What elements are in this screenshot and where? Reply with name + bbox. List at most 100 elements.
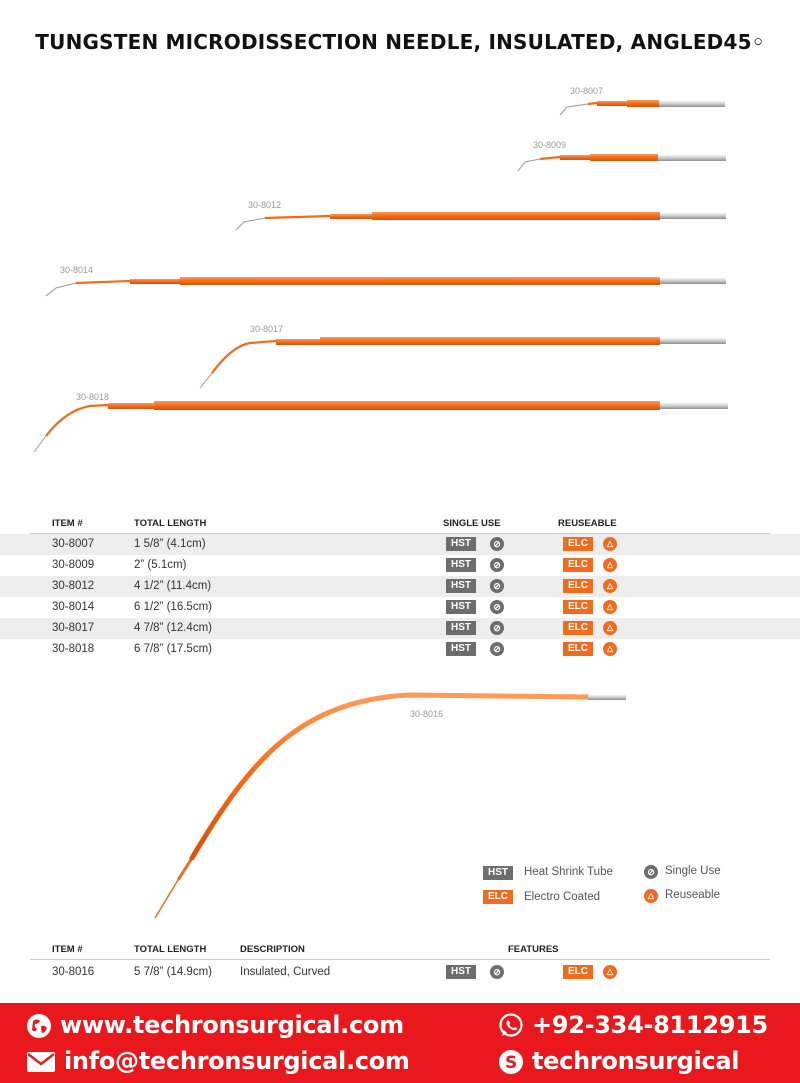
table-row: 30-8009 2” (5.1cm) HST ⊘ ELC △ — [0, 555, 800, 576]
email-link[interactable]: info@techronsurgical.com — [26, 1047, 410, 1075]
single-use-icon: ⊘ — [490, 558, 504, 572]
legend-elc: ELC Electro Coated — [483, 890, 633, 906]
legend-single-use: ⊘ Single Use — [644, 865, 754, 881]
hst-badge: HST — [446, 579, 476, 593]
needle-label: 30-8014 — [60, 265, 93, 275]
needle-30-8016-curved: 30-8016 — [154, 692, 626, 919]
reuseable-icon: △ — [603, 537, 617, 551]
header-length: TOTAL LENGTH — [134, 518, 207, 529]
item-number: 30-8009 — [52, 559, 95, 571]
svg-text:S: S — [505, 1053, 517, 1073]
globe-icon — [27, 1014, 51, 1038]
needle-30-8012: 30-8012 — [235, 200, 726, 231]
total-length: 4 7/8” (12.4cm) — [134, 622, 212, 634]
header-item: ITEM # — [52, 518, 83, 529]
reuseable-icon: △ — [644, 889, 658, 903]
needles-illustration: 30-8007 30-8009 30-8012 30-8014 30-8017 — [33, 86, 728, 919]
legend-hst: HST Heat Shrink Tube — [483, 866, 633, 882]
contact-footer: www.techronsurgical.com info@techronsurg… — [0, 1003, 800, 1083]
hst-badge: HST — [446, 965, 476, 979]
table-row: 30-8014 6 1/2” (16.5cm) HST ⊘ ELC △ — [0, 597, 800, 618]
skype-text: techronsurgical — [532, 1047, 740, 1075]
needle-label: 30-8012 — [248, 200, 281, 210]
header-description: DESCRIPTION — [240, 944, 305, 955]
needle-30-8018: 30-8018 — [33, 392, 728, 453]
legend-hst-text: Heat Shrink Tube — [524, 866, 613, 878]
skype-icon: S — [499, 1050, 523, 1074]
elc-badge: ELC — [563, 600, 593, 614]
hst-badge: HST — [446, 621, 476, 635]
needle-label: 30-8009 — [533, 140, 566, 150]
hst-badge: HST — [483, 866, 513, 880]
header-item: ITEM # — [52, 944, 83, 955]
table-header: ITEM # TOTAL LENGTH SINGLE USE REUSEABLE — [0, 514, 800, 534]
table-row: 30-8007 1 5/8” (4.1cm) HST ⊘ ELC △ — [0, 534, 800, 555]
email-text: info@techronsurgical.com — [64, 1047, 410, 1075]
item-number: 30-8017 — [52, 622, 95, 634]
page-title: TUNGSTEN MICRODISSECTION NEEDLE, INSULAT… — [35, 30, 765, 54]
phone-link[interactable]: +92-334-8112915 — [498, 1011, 768, 1039]
table-row: 30-8012 4 1/2” (11.4cm) HST ⊘ ELC △ — [0, 576, 800, 597]
total-length: 4 1/2” (11.4cm) — [134, 580, 212, 592]
needle-30-8017: 30-8017 — [199, 324, 726, 389]
product-table-curved: ITEM # TOTAL LENGTH DESCRIPTION FEATURES… — [0, 940, 800, 983]
needle-label: 30-8018 — [76, 392, 109, 402]
header-reuseable: REUSEABLE — [558, 518, 617, 529]
total-length: 2” (5.1cm) — [134, 559, 187, 571]
elc-badge: ELC — [563, 621, 593, 635]
single-use-icon: ⊘ — [644, 865, 658, 879]
legend-elc-text: Electro Coated — [524, 891, 601, 903]
elc-badge: ELC — [563, 642, 593, 656]
table-row: 30-8016 5 7/8” (14.9cm) Insulated, Curve… — [0, 962, 800, 983]
needle-30-8009: 30-8009 — [517, 140, 726, 172]
hst-badge: HST — [446, 600, 476, 614]
hst-badge: HST — [446, 642, 476, 656]
reuseable-icon: △ — [603, 642, 617, 656]
elc-badge: ELC — [483, 890, 513, 904]
product-table: ITEM # TOTAL LENGTH SINGLE USE REUSEABLE… — [0, 514, 800, 660]
single-use-icon: ⊘ — [490, 600, 504, 614]
needle-label: 30-8016 — [410, 709, 443, 719]
reuseable-icon: △ — [603, 579, 617, 593]
needle-label: 30-8007 — [570, 86, 603, 96]
needle-label: 30-8017 — [250, 324, 283, 334]
header-length: TOTAL LENGTH — [134, 944, 207, 955]
single-use-icon: ⊘ — [490, 579, 504, 593]
item-number: 30-8014 — [52, 601, 95, 613]
single-use-icon: ⊘ — [490, 965, 504, 979]
elc-badge: ELC — [563, 537, 593, 551]
total-length: 5 7/8” (14.9cm) — [134, 966, 212, 978]
total-length: 1 5/8” (4.1cm) — [134, 538, 206, 550]
phone-text: +92-334-8112915 — [532, 1011, 768, 1039]
envelope-icon — [27, 1052, 55, 1072]
description: Insulated, Curved — [240, 966, 331, 978]
hst-badge: HST — [446, 558, 476, 572]
header-single-use: SINGLE USE — [443, 518, 501, 529]
table-row: 30-8018 6 7/8” (17.5cm) HST ⊘ ELC △ — [0, 639, 800, 660]
needle-30-8014: 30-8014 — [45, 265, 726, 297]
single-use-icon: ⊘ — [490, 642, 504, 656]
reuseable-icon: △ — [603, 600, 617, 614]
total-length: 6 7/8” (17.5cm) — [134, 643, 212, 655]
item-number: 30-8007 — [52, 538, 95, 550]
elc-badge: ELC — [563, 579, 593, 593]
single-use-icon: ⊘ — [490, 621, 504, 635]
item-number: 30-8016 — [52, 966, 95, 978]
legend-reuse-text: Reuseable — [665, 889, 720, 901]
header-features: FEATURES — [508, 944, 559, 955]
total-length: 6 1/2” (16.5cm) — [134, 601, 212, 613]
table-header: ITEM # TOTAL LENGTH DESCRIPTION FEATURES — [0, 940, 800, 960]
legend-single-text: Single Use — [665, 865, 721, 877]
skype-link[interactable]: S techronsurgical — [498, 1047, 740, 1075]
elc-badge: ELC — [563, 558, 593, 572]
needle-30-8007: 30-8007 — [559, 86, 725, 116]
hst-badge: HST — [446, 537, 476, 551]
elc-badge: ELC — [563, 965, 593, 979]
single-use-icon: ⊘ — [490, 537, 504, 551]
reuseable-icon: △ — [603, 558, 617, 572]
reuseable-icon: △ — [603, 965, 617, 979]
website-link[interactable]: www.techronsurgical.com — [26, 1011, 404, 1039]
whatsapp-icon — [499, 1013, 523, 1037]
item-number: 30-8012 — [52, 580, 95, 592]
legend-reuseable: △ Reuseable — [644, 889, 754, 905]
